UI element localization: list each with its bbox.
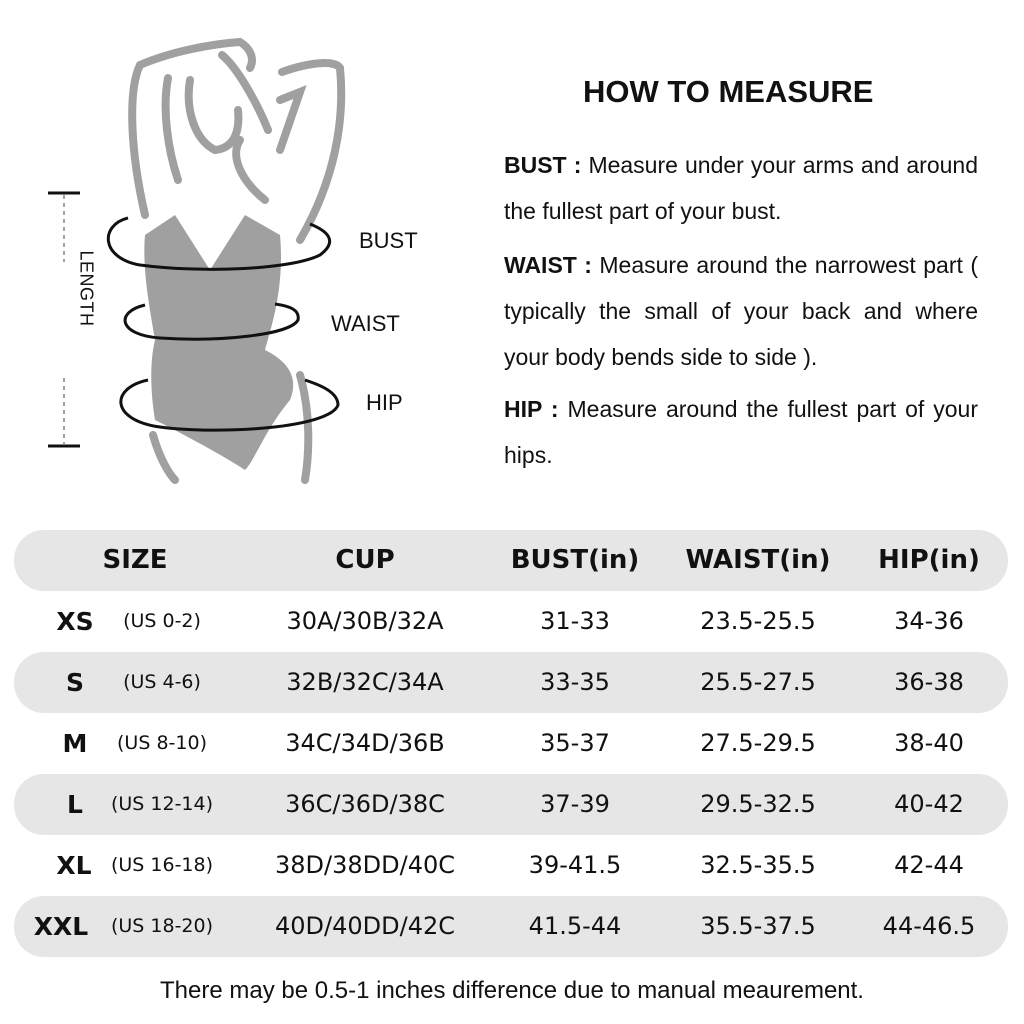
cell-waist: 29.5-32.5 [700,790,816,818]
cell-cup: 38D/38DD/40C [275,851,455,879]
bust-label: BUST [359,228,418,253]
waist-text: Measure around the narrowest part ( typi… [504,252,978,370]
cell-us: (US 0-2) [123,610,201,632]
hip-label: HIP [366,390,403,415]
cell-cup: 32B/32C/34A [286,668,444,696]
cell-size: XL [56,851,92,880]
cell-hip: 40-42 [894,790,964,818]
size-table: SIZE CUP BUST(in) WAIST(in) HIP(in) XS (U… [14,530,1008,957]
cell-bust: 39-41.5 [528,851,622,879]
cell-waist: 32.5-35.5 [700,851,816,879]
cell-waist: 35.5-37.5 [700,912,816,940]
cell-bust: 31-33 [540,607,610,635]
table-row: S (US 4-6) 32B/32C/34A 33-35 25.5-27.5 36-38 [14,652,1008,713]
cell-us: (US 12-14) [110,793,214,815]
body-measurement-illustration: BUST WAIST HIP [0,30,460,490]
cell-bust: 35-37 [540,729,610,757]
cell-size: M [62,729,88,758]
waist-label: WAIST [331,311,400,336]
table-row: XL (US 16-18) 38D/38DD/40C 39-41.5 32.5-35.5… [14,835,1008,896]
cell-waist: 25.5-27.5 [700,668,816,696]
bust-instruction: BUST : Measure under your arms and aroun… [504,142,978,234]
cell-hip: 38-40 [894,729,964,757]
bust-term: BUST : [504,152,582,178]
cell-bust: 41.5-44 [528,912,622,940]
cell-hip: 42-44 [894,851,964,879]
cell-us: (US 18-20) [110,915,214,937]
body-silhouette-icon [48,37,346,484]
cell-cup: 40D/40DD/42C [275,912,455,940]
cell-cup: 34C/34D/36B [285,729,445,757]
cell-hip: 44-46.5 [882,912,976,940]
hip-instruction: HIP : Measure around the fullest part of… [504,386,978,478]
table-row: XXL (US 18-20) 40D/40DD/42C 41.5-44 35.5-37.… [14,896,1008,957]
cell-bust: 37-39 [540,790,610,818]
waist-term: WAIST : [504,252,592,278]
cell-us: (US 8-10) [117,732,207,754]
cell-cup: 30A/30B/32A [286,607,444,635]
cell-size: XS [56,607,94,636]
cell-bust: 33-35 [540,668,610,696]
header-size: SIZE [102,545,168,575]
length-label: LENGTH [76,250,97,327]
page-title: HOW TO MEASURE [583,74,874,109]
table-header: SIZE CUP BUST(in) WAIST(in) HIP(in) [14,530,1008,591]
cell-us: (US 16-18) [110,854,214,876]
cell-waist: 27.5-29.5 [700,729,816,757]
header-waist: WAIST(in) [685,545,831,575]
hip-term: HIP : [504,396,559,422]
table-row: M (US 8-10) 34C/34D/36B 35-37 27.5-29.5 38-40 [14,713,1008,774]
hip-text: Measure around the fullest part of your … [504,396,978,468]
table-row: XS (US 0-2) 30A/30B/32A 31-33 23.5-25.5 34-36 [14,591,1008,652]
cell-cup: 36C/36D/38C [285,790,445,818]
cell-size: S [65,668,85,697]
cell-us: (US 4-6) [123,671,201,693]
cell-waist: 23.5-25.5 [700,607,816,635]
cell-size: L [67,790,83,819]
cell-size: XXL [33,912,89,941]
cell-hip: 36-38 [894,668,964,696]
table-row: L (US 12-14) 36C/36D/38C 37-39 29.5-32.5 40-4… [14,774,1008,835]
bust-text: Measure under your arms and around the f… [504,152,978,224]
waist-instruction: WAIST : Measure around the narrowest par… [504,242,978,380]
header-bust: BUST(in) [510,545,640,575]
header-hip: HIP(in) [878,545,980,575]
cell-hip: 34-36 [894,607,964,635]
measurement-note: There may be 0.5-1 inches difference due… [160,977,864,1004]
header-cup: CUP [335,545,395,575]
